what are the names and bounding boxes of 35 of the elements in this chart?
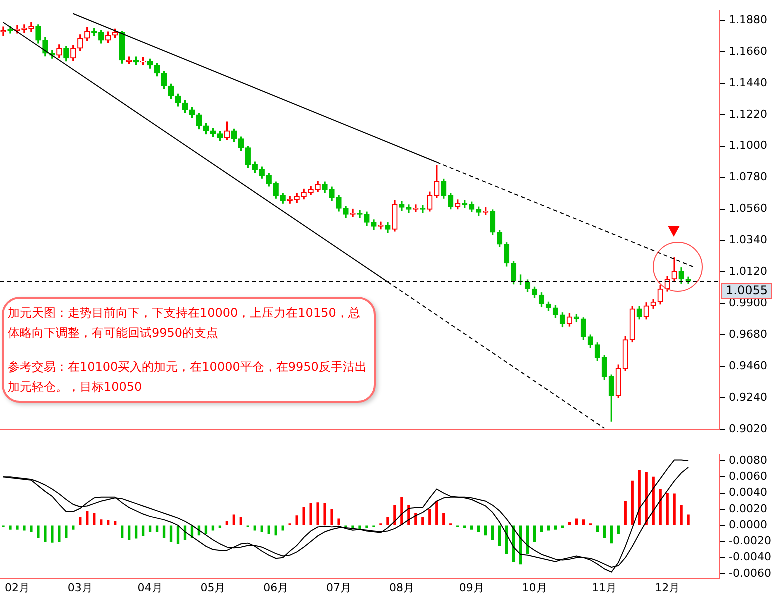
y-tick-label: -0.0040 <box>729 550 772 564</box>
y-tick-label: 1.1220 <box>729 108 768 121</box>
x-tick-label: 10月 <box>522 581 548 594</box>
y-tick-label: 0.0000 <box>729 518 768 532</box>
y-tick-label: 0.9680 <box>729 328 768 341</box>
y-tick-label: 1.1660 <box>729 44 768 58</box>
y-tick-label: 0.0020 <box>729 502 768 516</box>
y-tick-label: 1.0780 <box>729 170 768 184</box>
y-tick-label: -0.0020 <box>729 534 772 548</box>
x-tick-label: 11月 <box>592 581 618 594</box>
y-tick-label: 1.1880 <box>729 13 768 26</box>
y-tick-label: 1.0560 <box>729 202 768 216</box>
x-tick-label: 03月 <box>68 581 93 594</box>
annotation: 参考交易：在10100买入的加元，在10000平仓，在9950反手沽出加元轻仓。，目标10050 <box>8 359 368 396</box>
x-tick-label: 05月 <box>200 581 226 594</box>
y-tick-label: 0.9240 <box>729 390 768 404</box>
y-tick-label: 1.1000 <box>729 139 768 152</box>
x-tick-label: 04月 <box>138 581 163 594</box>
y-tick-label: 1.0120 <box>729 265 768 278</box>
y-tick-label: 0.0040 <box>729 486 768 500</box>
ref-line-label: 1.0055 <box>726 284 768 298</box>
y-tick-label: 0.0060 <box>729 470 768 484</box>
y-tick-label: -0.0060 <box>729 566 772 580</box>
y-tick-label: 1.0340 <box>729 234 768 247</box>
y-tick-label: 0.0080 <box>729 454 768 467</box>
x-tick-label: 07月 <box>326 581 352 594</box>
y-tick-label: 1.1440 <box>729 76 768 90</box>
y-tick-label: 0.9460 <box>729 359 768 372</box>
y-tick-label: 0.9020 <box>729 422 768 436</box>
x-tick-label: 09月 <box>459 581 484 594</box>
x-tick-label: 06月 <box>264 581 289 594</box>
x-tick-label: 02月 <box>4 581 30 594</box>
x-tick-label: 08月 <box>389 581 414 594</box>
x-tick-label: 12月 <box>655 581 680 594</box>
annotation: 加元天图：走势目前向下，下支持在10000，上压力在10150，总体略向下调整，有可能回试9950的支点 <box>8 305 362 342</box>
